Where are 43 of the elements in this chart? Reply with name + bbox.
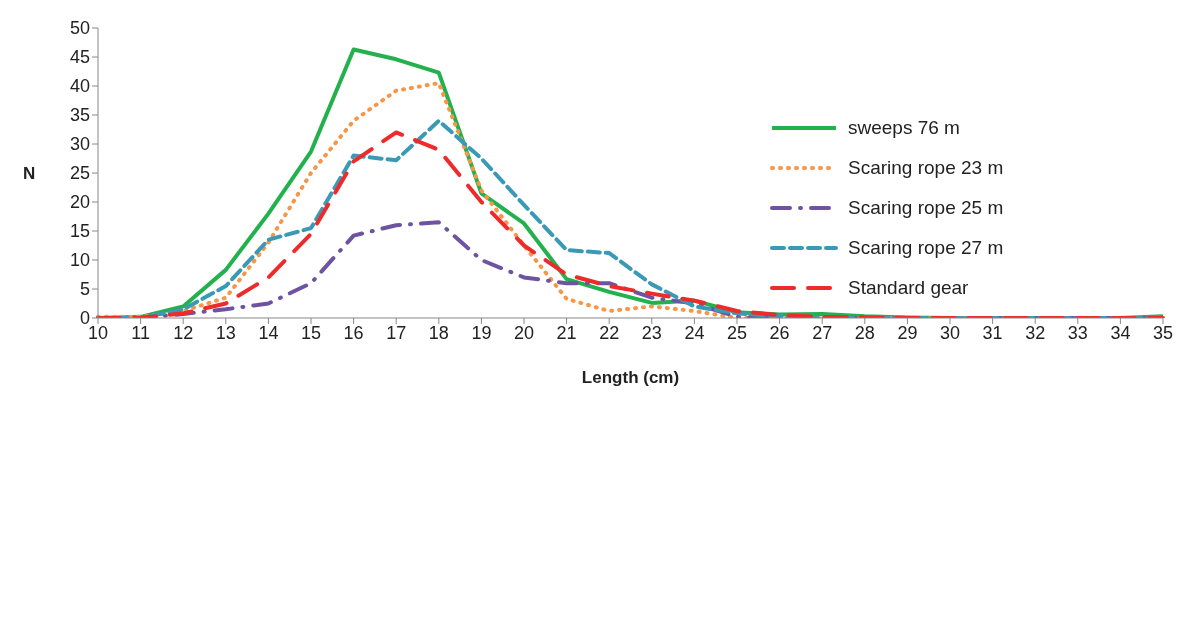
- y-tick-label: 10: [69, 250, 90, 271]
- x-tick-label: 34: [1110, 322, 1131, 343]
- legend-label: Scaring rope 25 m: [848, 197, 1004, 219]
- x-tick-label: 31: [982, 322, 1003, 343]
- x-tick-label: 13: [215, 322, 236, 343]
- legend-label: Standard gear: [848, 277, 969, 299]
- y-tick-label: 15: [69, 221, 90, 242]
- x-tick-label: 32: [1025, 322, 1046, 343]
- x-tick-label: 11: [131, 322, 150, 343]
- y-tick-label: 45: [69, 47, 90, 68]
- legend-label: sweeps 76 m: [848, 117, 960, 139]
- x-tick-label: 26: [769, 322, 790, 343]
- x-tick-label: 30: [939, 322, 961, 343]
- y-tick-label: 5: [79, 279, 90, 300]
- x-tick-label: 20: [513, 322, 535, 343]
- x-tick-label: 29: [897, 322, 918, 343]
- x-tick-label: 35: [1152, 322, 1174, 343]
- x-tick-label: 25: [726, 322, 748, 343]
- x-axis-title: Length (cm): [581, 368, 680, 387]
- x-tick-label: 21: [556, 322, 577, 343]
- x-tick-label: 18: [428, 322, 449, 343]
- y-tick-label: 25: [69, 163, 90, 184]
- y-tick-label: 30: [69, 134, 90, 155]
- x-tick-label: 19: [471, 322, 492, 343]
- x-tick-label: 24: [684, 322, 705, 343]
- x-tick-label: 15: [300, 322, 322, 343]
- x-tick-label: 14: [258, 322, 279, 343]
- x-tick-label: 28: [854, 322, 875, 343]
- y-tick-label: 35: [69, 105, 90, 126]
- x-tick-label: 16: [343, 322, 364, 343]
- x-tick-label: 27: [812, 322, 833, 343]
- legend-label: Scaring rope 27 m: [848, 237, 1004, 259]
- legend-label: Scaring rope 23 m: [848, 157, 1004, 179]
- y-tick-label: 0: [79, 308, 90, 329]
- y-tick-label: 20: [69, 192, 90, 213]
- x-tick-label: 22: [599, 322, 620, 343]
- x-tick-label: 12: [173, 322, 194, 343]
- x-tick-label: 33: [1067, 322, 1088, 343]
- x-tick-label: 23: [641, 322, 662, 343]
- x-tick-label: 17: [386, 322, 407, 343]
- y-tick-label: 50: [69, 18, 90, 39]
- y-axis-title: N: [23, 164, 36, 184]
- y-tick-label: 40: [69, 76, 90, 97]
